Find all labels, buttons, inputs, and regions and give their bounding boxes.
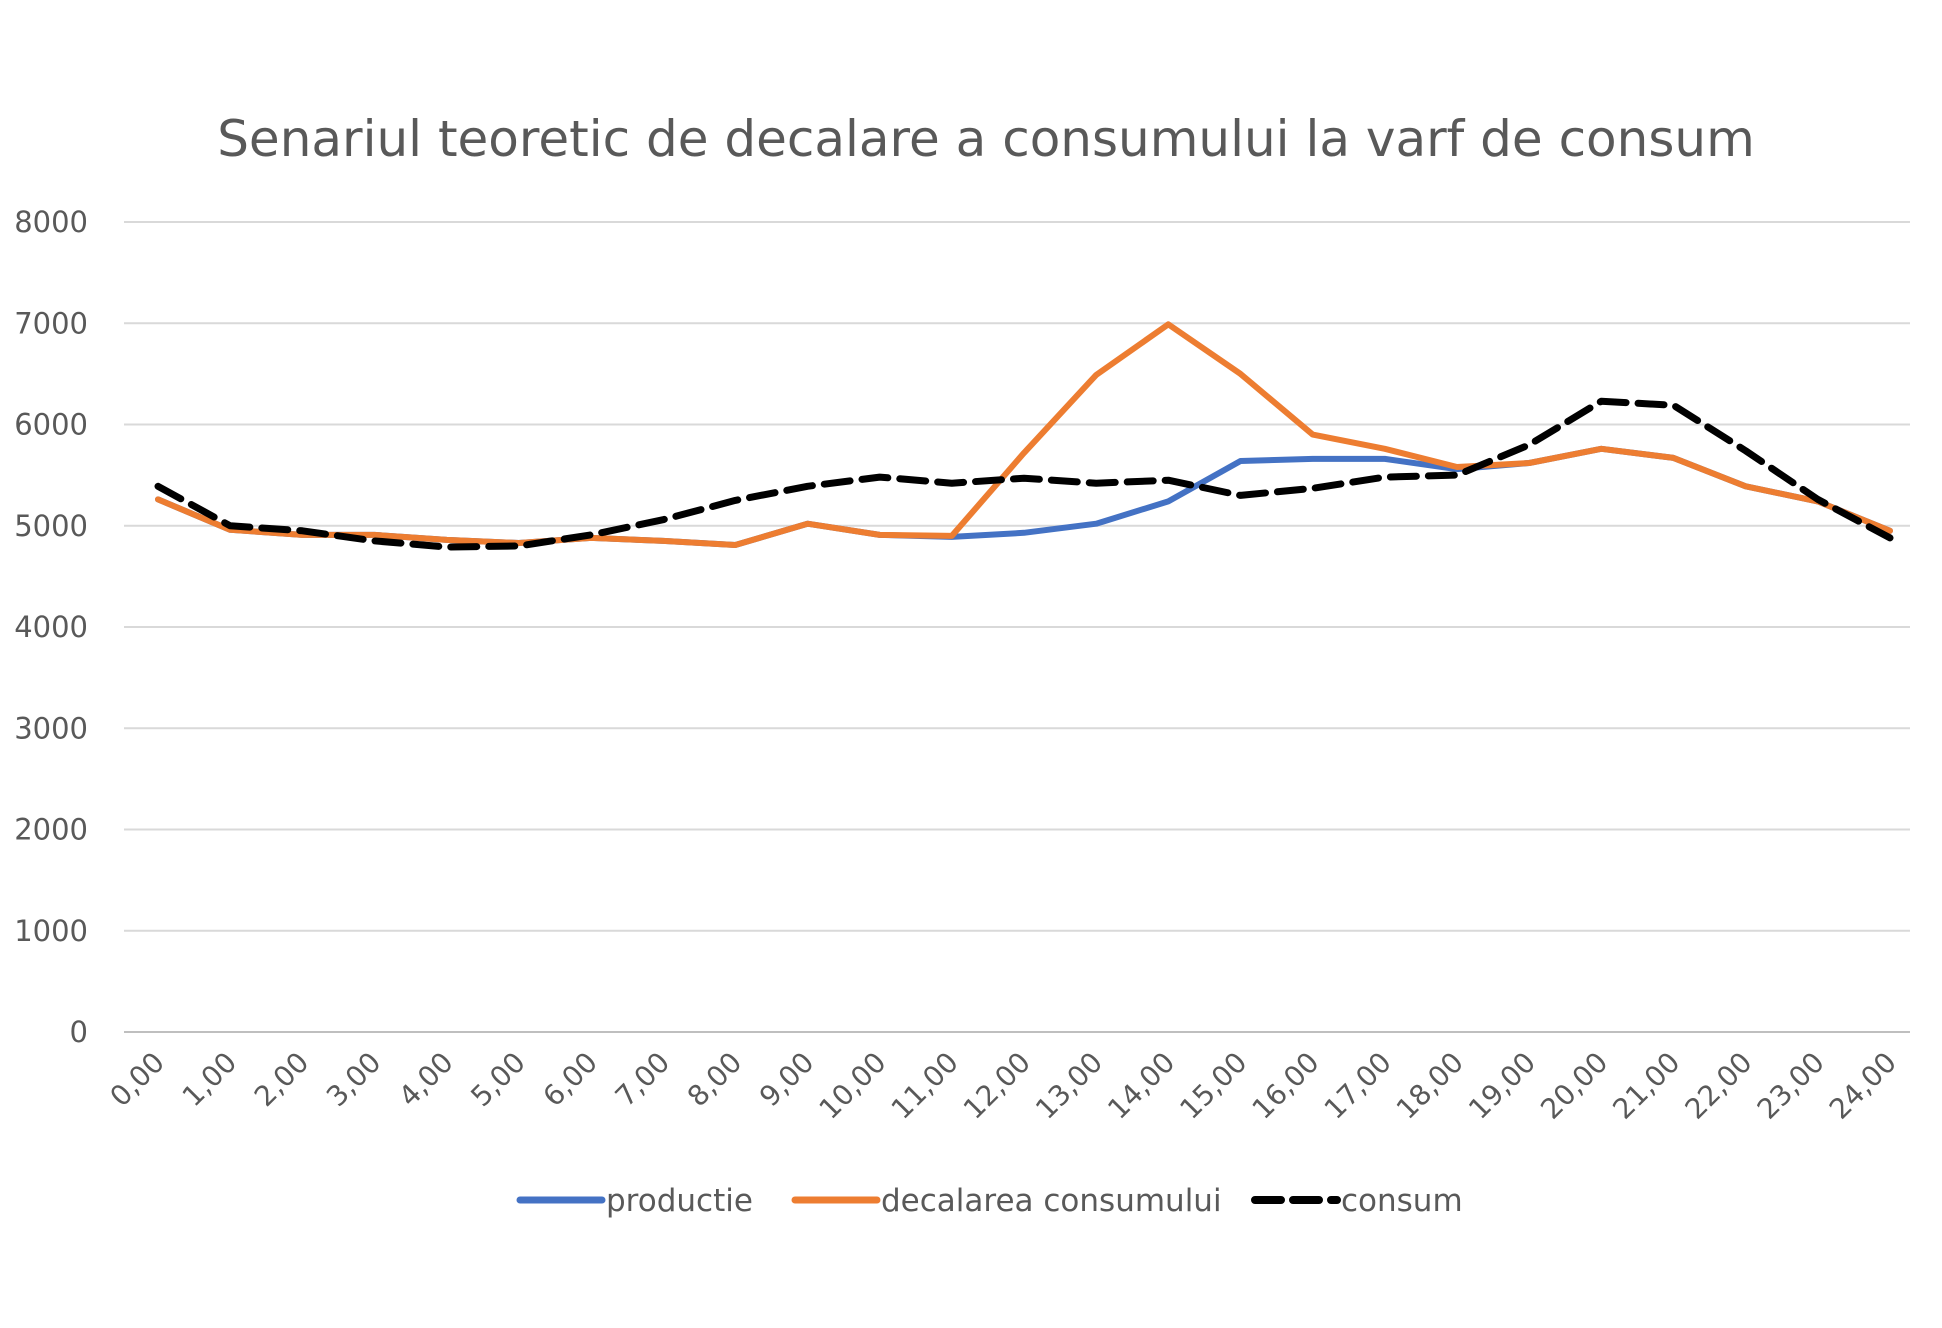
x-tick-label: 13,00 <box>1029 1046 1109 1126</box>
chart-title: Senariul teoretic de decalare a consumul… <box>217 110 1755 168</box>
y-tick-label: 2000 <box>14 813 88 847</box>
y-tick-label: 8000 <box>14 205 88 239</box>
x-tick-label: 0,00 <box>104 1046 171 1113</box>
x-tick-label: 17,00 <box>1318 1046 1398 1126</box>
series-lines <box>154 321 1894 551</box>
x-tick-label: 1,00 <box>176 1046 243 1113</box>
y-tick-label: 1000 <box>14 914 88 948</box>
legend-label-2: consum <box>1341 1183 1463 1219</box>
x-tick-label: 15,00 <box>1173 1046 1253 1126</box>
series-line-2 <box>154 397 1894 551</box>
y-tick-label: 7000 <box>14 306 88 340</box>
x-tick-label: 9,00 <box>753 1046 820 1113</box>
x-tick-label: 11,00 <box>885 1046 965 1126</box>
legend-label-1: decalarea consumului <box>881 1183 1222 1219</box>
gridlines <box>124 221 1910 1033</box>
x-tick-label: 10,00 <box>813 1046 893 1126</box>
x-tick-label: 12,00 <box>957 1046 1037 1126</box>
x-tick-label: 21,00 <box>1606 1046 1686 1126</box>
y-tick-label: 5000 <box>14 509 88 543</box>
x-tick-label: 5,00 <box>464 1046 531 1113</box>
y-tick-label: 3000 <box>14 711 88 745</box>
y-tick-label: 4000 <box>14 610 88 644</box>
legend-label-0: productie <box>606 1183 753 1219</box>
x-tick-label: 22,00 <box>1679 1046 1759 1126</box>
x-tick-label: 16,00 <box>1246 1046 1326 1126</box>
y-axis-ticks: 0 1000 2000 3000 4000 5000 6000 7000 8000 <box>14 205 88 1049</box>
y-tick-label: 0 <box>70 1015 88 1049</box>
x-tick-label: 23,00 <box>1751 1046 1831 1126</box>
x-tick-label: 3,00 <box>320 1046 387 1113</box>
x-tick-label: 24,00 <box>1823 1046 1903 1126</box>
series-line-0 <box>155 445 1893 548</box>
x-tick-label: 6,00 <box>537 1046 604 1113</box>
x-tick-label: 7,00 <box>609 1046 676 1113</box>
x-tick-label: 20,00 <box>1534 1046 1614 1126</box>
y-tick-label: 6000 <box>14 408 88 442</box>
x-tick-label: 4,00 <box>392 1046 459 1113</box>
x-tick-label: 18,00 <box>1390 1046 1470 1126</box>
legend: productie decalarea consumului consum <box>516 1183 1463 1219</box>
x-tick-label: 14,00 <box>1101 1046 1181 1126</box>
x-tick-label: 8,00 <box>681 1046 748 1113</box>
x-axis-ticks: 0,00 1,00 2,00 3,00 4,00 5,00 6,00 7,00 8,00 9,00… <box>104 1046 1903 1126</box>
x-tick-label: 2,00 <box>248 1046 315 1113</box>
x-tick-label: 19,00 <box>1462 1046 1542 1126</box>
series-line-1 <box>155 321 1893 548</box>
